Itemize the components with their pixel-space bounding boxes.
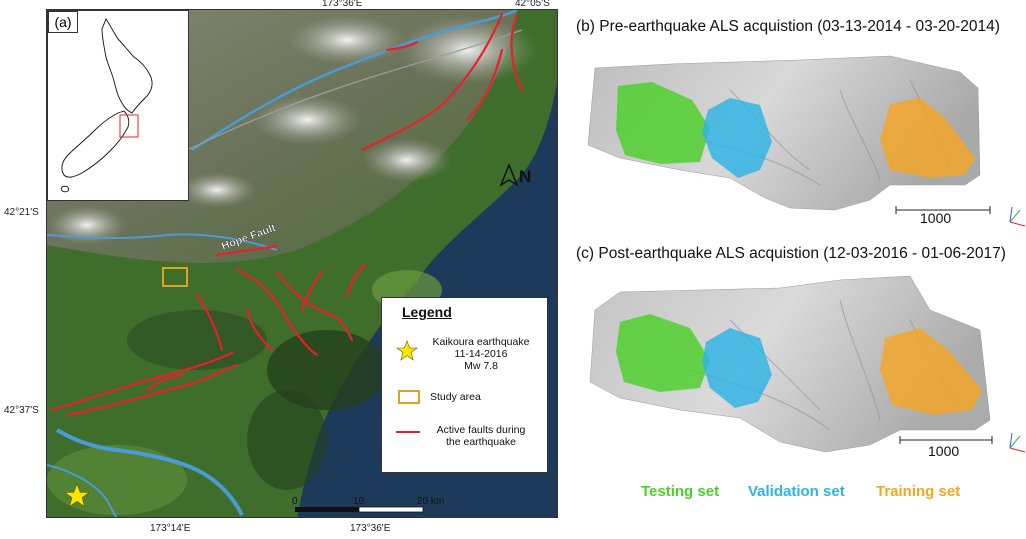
snow-patch: [287, 15, 407, 65]
forest-patch: [247, 390, 327, 490]
testing-set-label: Testing set: [641, 483, 720, 500]
legend-star-icon: [396, 340, 418, 361]
river: [47, 464, 118, 517]
panel-b-title: (b) Pre-earthquake ALS acquistion (03-13…: [576, 18, 1000, 35]
legend-faults-line-1: Active faults during: [436, 424, 526, 436]
legend-earthquake-line-3: Mw 7.8: [464, 360, 498, 372]
snow-patch: [397, 15, 537, 85]
legend-earthquake-line-2: 11-14-2016: [454, 348, 508, 360]
earthquake-epicenter-star: [64, 483, 90, 508]
legend-study-area-icon: [398, 390, 420, 404]
river: [191, 10, 518, 152]
panel-b-validation-region: [702, 98, 772, 178]
coord-left-lat-2: 42°37'S: [4, 405, 39, 416]
legend-title: Legend: [402, 304, 452, 320]
satellite-map-panel: Hope Fault N: [46, 9, 558, 518]
validation-set-label: Validation set: [748, 483, 845, 500]
panel-b-testing-region: [616, 82, 710, 164]
panel-c-training-region: [880, 328, 982, 415]
legend-study-area-label: Study area: [430, 391, 481, 403]
coord-top-right-lat: 42°05'S: [515, 0, 550, 9]
panel-c-validation-region: [702, 328, 772, 408]
scale-tick-10: 10: [353, 496, 365, 507]
north-arrow-label: N: [519, 167, 531, 186]
map-scale-bar: 0 10 20 km: [292, 496, 444, 513]
panel-c-terrain: [589, 275, 1026, 453]
inset-map: (a): [47, 10, 189, 201]
inset-study-region: [119, 114, 139, 138]
panel-c-scale-label: 1000: [928, 443, 960, 459]
snow-patch: [252, 95, 362, 145]
scale-tick-20: 20 km: [417, 496, 444, 507]
panel-b-axis-triad: [1009, 206, 1026, 227]
study-area-marker: [162, 267, 188, 287]
panel-c-axis-triad: [1009, 432, 1026, 453]
legend-earthquake-line-1: Kaikoura earthquake: [432, 336, 530, 348]
panel-c-hillshade: [589, 275, 991, 453]
river: [55, 428, 244, 516]
panel-b-scale-label: 1000: [920, 210, 952, 226]
coord-left-lat-1: 42°21'S: [4, 207, 39, 218]
legend-faults-line-2: the earthquake: [445, 436, 517, 448]
panel-a-label: (a): [48, 11, 78, 33]
scale-tick-0: 0: [292, 496, 298, 507]
snow-patch: [47, 205, 127, 245]
panel-b-training-region: [880, 98, 975, 178]
road: [166, 29, 523, 161]
panel-c-testing-region: [616, 314, 710, 392]
forest-patch: [267, 330, 387, 410]
plain-patch: [47, 445, 187, 515]
active-faults: [50, 12, 524, 417]
nz-outline: [61, 18, 153, 193]
panel-b-terrain: [587, 55, 1026, 227]
river: [47, 233, 278, 251]
north-arrow: N: [499, 162, 531, 187]
coord-bottom-lon-1: 173°14'E: [150, 523, 191, 534]
snow-patch: [362, 138, 452, 182]
panel-b-hillshade: [587, 55, 981, 211]
coord-bottom-lon-2: 173°36'E: [350, 523, 391, 534]
snow-patch: [177, 172, 257, 208]
map-legend: Legend Kaikoura earthquake 11-14-2016 Mw…: [381, 297, 552, 477]
training-set-label: Training set: [876, 483, 961, 500]
forest-patch: [127, 310, 267, 370]
legend-fault-icon: [396, 431, 420, 433]
panel-c-title: (c) Post-earthquake ALS acquistion (12-0…: [576, 245, 1006, 262]
coord-top-lon: 173°36'E: [322, 0, 363, 9]
